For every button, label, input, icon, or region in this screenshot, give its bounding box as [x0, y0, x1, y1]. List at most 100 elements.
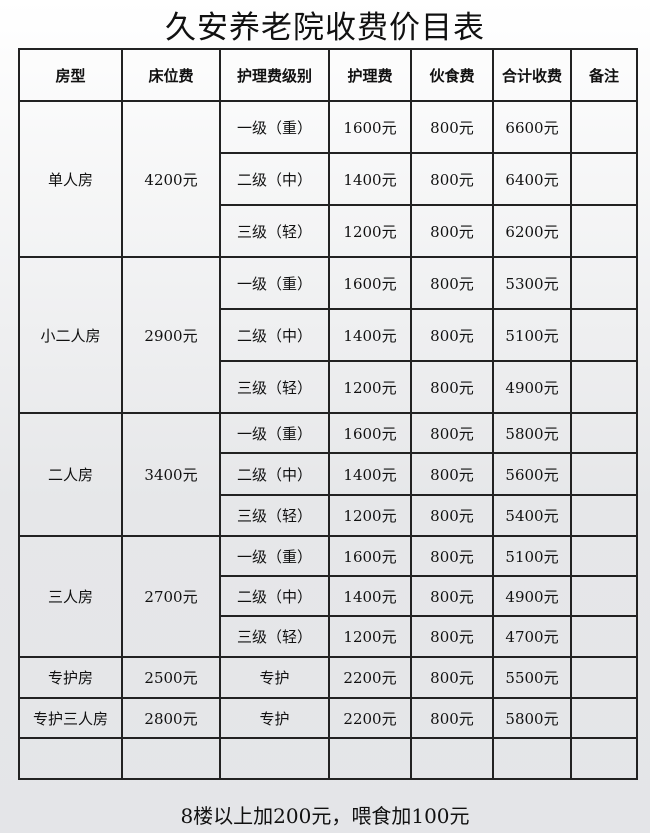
care-fee-cell: 1200元 — [328, 360, 412, 414]
header-care-level: 护理费级别 — [219, 48, 330, 102]
food-fee-cell: 800元 — [410, 204, 494, 258]
notes-cell — [570, 656, 638, 699]
table-row: 三级（轻） 1200元 800元 6200元 — [19, 204, 638, 258]
table-row: 二级（中） 1400元 800元 6400元 — [19, 152, 638, 206]
food-fee-cell: 800元 — [410, 152, 494, 206]
room-type-cell: 小二人房 — [18, 256, 123, 414]
notes-cell — [570, 256, 638, 310]
care-level-cell: 三级（轻） — [219, 360, 330, 414]
table-row: 专护三人房 2800元 专护 2200元 800元 5800元 — [18, 697, 638, 739]
care-level-cell: 二级（中） — [219, 452, 330, 496]
care-level-cell: 一级（重） — [219, 535, 330, 577]
header-notes: 备注 — [570, 48, 638, 102]
bed-fee-cell: 2500元 — [121, 656, 221, 699]
care-level-cell: 三级（轻） — [219, 494, 330, 537]
empty-cell — [328, 737, 412, 780]
care-fee-cell: 1600元 — [328, 256, 412, 310]
empty-cell — [410, 737, 494, 780]
notes-cell — [570, 452, 638, 496]
header-care-fee: 护理费 — [328, 48, 412, 102]
table-row: 三级（轻） 1200元 800元 5400元 — [19, 494, 638, 537]
table-row: 单人房 4200元 一级（重） 1600元 800元 6600元 — [18, 100, 638, 258]
food-fee-cell: 800元 — [410, 256, 494, 310]
total-cell: 5400元 — [492, 494, 572, 537]
care-level-cell: 专护 — [219, 697, 330, 739]
food-fee-cell: 800元 — [410, 615, 494, 658]
total-cell: 5800元 — [492, 412, 572, 454]
care-fee-cell: 1600元 — [328, 412, 412, 454]
total-cell: 4700元 — [492, 615, 572, 658]
table-row: 二人房 3400元 一级（重） 1600元 800元 5800元 — [18, 412, 638, 537]
empty-cell — [570, 737, 638, 780]
empty-row — [18, 737, 638, 780]
total-cell: 4900元 — [492, 360, 572, 414]
care-level-cell: 二级（中） — [219, 308, 330, 362]
notes-cell — [570, 697, 638, 739]
care-level-cell: 一级（重） — [219, 100, 330, 154]
header-room-type: 房型 — [18, 48, 123, 102]
care-fee-cell: 1400元 — [328, 452, 412, 496]
table-row: 三级（轻） 1200元 800元 4700元 — [19, 615, 638, 658]
care-fee-cell: 1400元 — [328, 575, 412, 617]
food-fee-cell: 800元 — [410, 697, 494, 739]
care-level-cell: 二级（中） — [219, 152, 330, 206]
care-fee-cell: 1200元 — [328, 204, 412, 258]
bed-fee-cell: 2700元 — [121, 535, 221, 658]
care-level-cell: 一级（重） — [219, 256, 330, 310]
food-fee-cell: 800元 — [410, 412, 494, 454]
total-cell: 5600元 — [492, 452, 572, 496]
table-row: 二级（中） 1400元 800元 4900元 — [19, 575, 638, 617]
food-fee-cell: 800元 — [410, 575, 494, 617]
total-cell: 5100元 — [492, 535, 572, 577]
care-fee-cell: 2200元 — [328, 656, 412, 699]
care-level-cell: 三级（轻） — [219, 615, 330, 658]
notes-cell — [570, 575, 638, 617]
room-type-cell: 专护三人房 — [18, 697, 123, 739]
notes-cell — [570, 494, 638, 537]
total-cell: 6400元 — [492, 152, 572, 206]
food-fee-cell: 800元 — [410, 494, 494, 537]
care-level-cell: 一级（重） — [219, 412, 330, 454]
care-level-cell: 专护 — [219, 656, 330, 699]
notes-cell — [570, 204, 638, 258]
table-row: 专护房 2500元 专护 2200元 800元 5500元 — [18, 656, 638, 699]
page-title: 久安养老院收费价目表 — [165, 10, 485, 46]
care-fee-cell: 1200元 — [328, 615, 412, 658]
care-level-cell: 三级（轻） — [219, 204, 330, 258]
table-row: 二级（中） 1400元 800元 5600元 — [19, 452, 638, 496]
notes-cell — [570, 100, 638, 154]
food-fee-cell: 800元 — [410, 535, 494, 577]
room-type-cell: 单人房 — [18, 100, 123, 258]
table-row: 三级（轻） 1200元 800元 4900元 — [19, 360, 638, 414]
notes-cell — [570, 360, 638, 414]
notes-cell — [570, 308, 638, 362]
food-fee-cell: 800元 — [410, 360, 494, 414]
room-type-cell: 专护房 — [18, 656, 123, 699]
care-fee-cell: 1200元 — [328, 494, 412, 537]
empty-cell — [219, 737, 330, 780]
care-level-cell: 二级（中） — [219, 575, 330, 617]
table-row: 二级（中） 1400元 800元 5100元 — [19, 308, 638, 362]
total-cell: 5100元 — [492, 308, 572, 362]
total-cell: 5800元 — [492, 697, 572, 739]
care-fee-cell: 1400元 — [328, 152, 412, 206]
total-cell: 5500元 — [492, 656, 572, 699]
empty-cell — [18, 737, 123, 780]
table-row: 三人房 2700元 一级（重） 1600元 800元 5100元 — [18, 535, 638, 658]
care-fee-cell: 1600元 — [328, 100, 412, 154]
notes-cell — [570, 535, 638, 577]
bed-fee-cell: 4200元 — [121, 100, 221, 258]
total-cell: 4900元 — [492, 575, 572, 617]
food-fee-cell: 800元 — [410, 308, 494, 362]
header-bed-fee: 床位费 — [121, 48, 221, 102]
total-cell: 6200元 — [492, 204, 572, 258]
care-fee-cell: 2200元 — [328, 697, 412, 739]
total-cell: 6600元 — [492, 100, 572, 154]
empty-cell — [492, 737, 572, 780]
notes-cell — [570, 152, 638, 206]
room-type-cell: 三人房 — [18, 535, 123, 658]
empty-cell — [121, 737, 221, 780]
room-type-cell: 二人房 — [18, 412, 123, 537]
footer-note: 8楼以上加200元，喂食加100元 — [180, 804, 470, 828]
food-fee-cell: 800元 — [410, 656, 494, 699]
